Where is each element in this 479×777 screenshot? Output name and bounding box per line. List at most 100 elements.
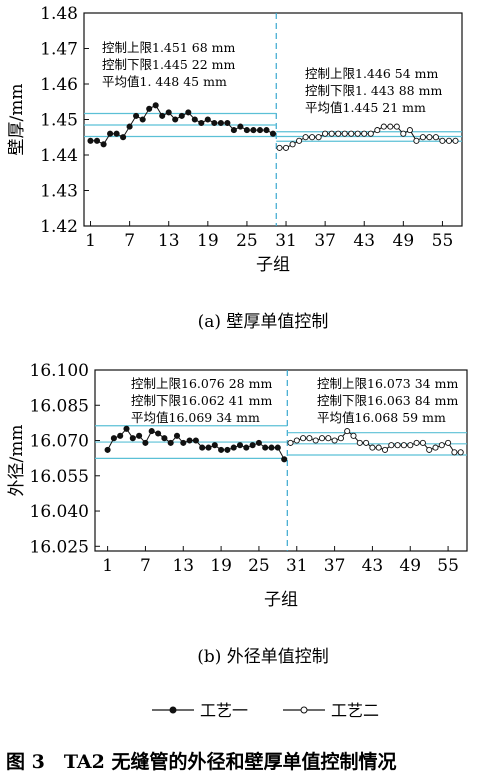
legend: 工艺一 工艺二 [152,701,379,720]
y-tick-label: 16.055 [30,467,89,487]
data-point-process2 [367,130,374,137]
legend-label-process1: 工艺一 [200,701,248,720]
data-point-process2 [296,137,303,144]
data-point-process2 [356,439,363,446]
data-point-process1 [155,430,162,437]
data-point-process1 [263,127,270,134]
data-point-process1 [129,435,136,442]
data-point-process1 [192,437,199,444]
x-tick-label: 43 [362,556,384,576]
x-tick-label: 37 [314,231,336,251]
data-point-process2 [445,439,452,446]
chart-wall-thickness: 1.42 1.43 1.44 1.45 1.46 1.47 1.48 1 7 13 19 25 31 37… [7,4,463,275]
data-point-process2 [337,435,344,442]
data-point-process2 [439,137,446,144]
subcaption-b: (b) 外径单值控制 [197,647,329,667]
annotation-left-line: 控制下限1.445 22 mm [102,57,235,72]
y-tick-label: 1.43 [40,182,78,202]
data-point-process2 [306,435,313,442]
x-tick-label: 55 [437,556,459,576]
y-tick-label: 16.085 [30,396,89,416]
data-point-process2 [328,130,335,137]
data-point-process1 [205,444,212,451]
data-point-process2 [438,442,445,449]
data-point-process2 [400,442,407,449]
data-point-process1 [224,119,231,127]
data-point-process2 [350,432,357,439]
data-point-process1 [133,112,140,119]
annotation-left-line: 控制下限16.062 41 mm [131,393,272,408]
data-point-process2 [315,134,322,141]
series-line-process2 [279,126,456,149]
data-point-process2 [419,439,426,446]
x-tick-label: 19 [197,231,219,251]
data-point-process1 [180,439,187,446]
data-point-process2 [452,137,459,144]
data-point-process2 [293,437,300,444]
data-point-process1 [146,105,153,112]
data-point-process2 [426,134,433,141]
data-point-process1 [186,437,193,444]
data-point-process1 [217,119,224,127]
chart-outer-diameter: 16.025 16.040 16.055 16.070 16.085 16.100 1 7 13… [7,361,468,610]
data-point-process1 [172,116,179,123]
annotation-left-line: 控制上限1.451 68 mm [102,40,235,55]
data-point-process2 [331,437,338,444]
data-point-process2 [432,134,439,141]
data-point-process2 [302,134,309,141]
data-point-process1 [274,444,281,451]
annotation-right-line: 控制上限16.073 34 mm [317,376,458,391]
data-point-process1 [198,119,205,127]
data-point-process2 [369,444,376,451]
data-point-process2 [341,130,348,137]
subcaption-a: (a) 壁厚单值控制 [198,312,329,332]
data-point-process1 [139,116,146,123]
data-point-process1 [224,446,231,453]
data-point-process2 [348,130,355,137]
y-tick-label: 1.44 [40,146,78,166]
data-point-process2 [325,435,332,442]
data-point-process2 [419,134,426,141]
data-point-process1 [218,446,225,453]
y-tick-label: 16.025 [30,537,89,557]
data-point-process1 [237,123,244,130]
data-point-process1 [262,444,269,451]
y-tick-label: 1.45 [40,111,78,131]
data-point-process1 [161,435,168,442]
annotation-right-line: 平均值16.068 59 mm [317,410,446,425]
data-point-process1 [191,116,198,123]
y-tick-label: 16.070 [30,432,89,452]
data-point-process1 [110,435,117,442]
x-tick-label: 31 [286,556,308,576]
y-tick-label: 16.100 [30,361,89,381]
data-point-process1 [113,130,120,137]
y-axis-label: 壁厚/mm [7,84,27,156]
plot-frame [94,369,468,552]
x-tick-label: 31 [275,231,297,251]
data-point-process1 [142,439,149,446]
x-tick-label: 1 [85,231,96,251]
data-point-process2 [457,449,464,456]
data-point-process1 [165,109,172,116]
data-point-process1 [281,456,288,463]
x-tick-label: 13 [158,231,180,251]
x-axis-label: 子组 [264,590,298,610]
y-axis-label: 外径/mm [7,425,27,497]
data-point-process1 [107,130,114,137]
data-point-process1 [243,444,250,451]
data-point-process2 [374,127,381,134]
data-point-process2 [318,435,326,442]
data-point-process2 [312,437,319,444]
data-point-process2 [335,130,342,137]
data-point-process2 [407,442,414,449]
data-point-process2 [426,446,433,453]
data-point-process2 [282,144,290,151]
x-tick-label: 7 [124,231,135,251]
data-point-process1 [185,109,192,116]
data-point-process1 [104,446,111,453]
x-tick-label: 55 [432,231,454,251]
data-point-process1 [178,112,185,119]
annotation-left-line: 平均值16.069 34 mm [131,410,260,425]
x-tick-label: 1 [102,556,113,576]
annotation-right-line: 控制下限16.063 84 mm [317,393,458,408]
